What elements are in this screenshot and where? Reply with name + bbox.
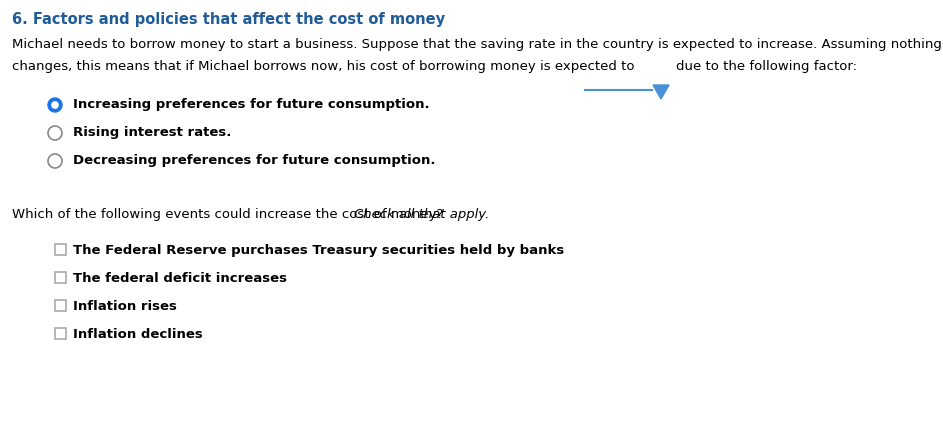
- Text: The Federal Reserve purchases Treasury securities held by banks: The Federal Reserve purchases Treasury s…: [73, 244, 564, 257]
- Text: The federal deficit increases: The federal deficit increases: [73, 272, 287, 285]
- Text: Which of the following events could increase the cost of money?: Which of the following events could incr…: [12, 208, 448, 221]
- Text: 6. Factors and policies that affect the cost of money: 6. Factors and policies that affect the …: [12, 12, 445, 27]
- Text: changes, this means that if Michael borrows now, his cost of borrowing money is : changes, this means that if Michael borr…: [12, 60, 635, 73]
- Text: Increasing preferences for future consumption.: Increasing preferences for future consum…: [73, 98, 430, 111]
- Text: Decreasing preferences for future consumption.: Decreasing preferences for future consum…: [73, 154, 436, 167]
- Text: Check all that apply.: Check all that apply.: [355, 208, 489, 221]
- Text: Rising interest rates.: Rising interest rates.: [73, 126, 231, 139]
- Text: Michael needs to borrow money to start a business. Suppose that the saving rate : Michael needs to borrow money to start a…: [12, 38, 943, 51]
- Text: Inflation rises: Inflation rises: [73, 300, 177, 313]
- Text: Inflation declines: Inflation declines: [73, 328, 203, 341]
- Text: due to the following factor:: due to the following factor:: [676, 60, 857, 73]
